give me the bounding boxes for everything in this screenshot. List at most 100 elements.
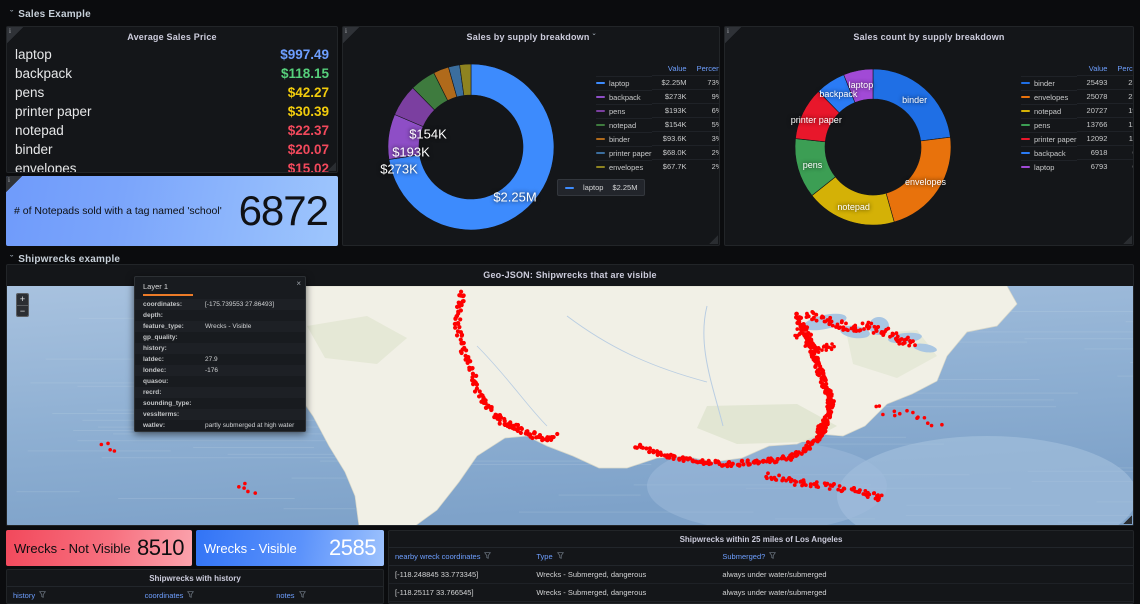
resize-handle[interactable] [327,162,336,171]
wreck-marker[interactable] [915,416,919,420]
wreck-marker[interactable] [519,426,523,430]
wreck-marker[interactable] [876,325,880,329]
column-header[interactable]: history [7,587,139,604]
info-icon[interactable]: i [343,27,359,43]
wreck-marker[interactable] [851,488,855,492]
wreck-marker[interactable] [861,492,865,496]
bar-gauge-row[interactable]: envelopes $15.02 [7,159,337,173]
wreck-marker[interactable] [814,313,818,317]
wreck-marker[interactable] [793,483,797,487]
wreck-marker[interactable] [810,353,814,357]
wreck-marker[interactable] [854,328,858,332]
wreck-marker[interactable] [100,443,104,447]
legend-header-name[interactable] [596,64,652,76]
legend-item[interactable]: notepad [1021,104,1077,118]
wreck-marker[interactable] [905,409,909,413]
legend-header-percent[interactable]: Percent [1107,64,1134,76]
wreck-marker[interactable] [727,460,731,464]
wreck-marker[interactable] [872,491,876,495]
wreck-marker[interactable] [867,321,871,325]
wreck-marker[interactable] [532,431,536,435]
wreck-marker[interactable] [538,435,542,439]
wreck-marker[interactable] [641,446,645,450]
wreck-marker[interactable] [881,413,885,417]
bar-gauge-row[interactable]: printer paper $30.39 [7,102,337,121]
wreck-marker[interactable] [828,487,832,491]
wreck-marker[interactable] [809,343,813,347]
wreck-marker[interactable] [820,316,824,320]
wreck-marker[interactable] [817,350,821,354]
wreck-marker[interactable] [464,348,468,352]
wreck-marker[interactable] [725,464,729,468]
wreck-marker[interactable] [816,485,820,489]
info-icon[interactable]: i [725,27,741,43]
resize-handle[interactable] [1123,235,1132,244]
legend-item[interactable]: envelopes [1021,90,1077,104]
wreck-marker[interactable] [461,299,465,303]
wreck-marker[interactable] [806,341,810,345]
wreck-marker[interactable] [489,408,493,412]
wreck-marker[interactable] [838,484,842,488]
wreck-marker[interactable] [872,331,876,335]
wreck-marker[interactable] [498,422,502,426]
wreck-marker[interactable] [740,459,744,463]
wreck-marker[interactable] [774,478,778,482]
wreck-marker[interactable] [894,331,898,335]
legend-row[interactable]: notepad2072719% [1021,104,1134,118]
wreck-marker[interactable] [829,394,833,398]
wreck-marker[interactable] [746,458,750,462]
wreck-marker[interactable] [550,435,554,439]
wreck-marker[interactable] [815,480,819,484]
wreck-marker[interactable] [503,419,507,423]
table-row[interactable]: [-118.248845 33.773345] Wrecks - Submerge… [389,566,1133,584]
wreck-marker[interactable] [886,327,890,331]
wreck-marker[interactable] [459,341,463,345]
info-icon[interactable]: i [7,27,23,43]
wreck-marker[interactable] [246,490,250,494]
wreck-marker[interactable] [856,490,860,494]
wreck-marker[interactable] [926,421,930,425]
wreck-marker[interactable] [764,475,768,479]
legend-item[interactable]: pens [1021,118,1077,132]
wreck-marker[interactable] [473,389,477,393]
wreck-marker[interactable] [907,344,911,348]
wreck-marker[interactable] [891,333,895,337]
wreck-marker[interactable] [881,333,885,337]
wreck-marker[interactable] [809,482,813,486]
wreck-marker[interactable] [680,456,684,460]
wreck-marker[interactable] [817,346,821,350]
wreck-marker[interactable] [800,484,804,488]
legend-item[interactable]: backpack [596,90,652,104]
legend-item[interactable]: binder [596,132,652,146]
map-zoom-controls[interactable]: + − [16,293,29,317]
legend-item[interactable]: laptop [1021,160,1077,174]
wreck-marker[interactable] [741,462,745,466]
wreck-marker[interactable] [781,454,785,458]
wreck-marker[interactable] [859,328,863,332]
legend-header-value[interactable]: Value [1077,64,1108,76]
legend-header-value[interactable]: Value [652,64,687,76]
filter-icon[interactable] [769,552,776,561]
legend-item[interactable]: backpack [1021,146,1077,160]
wreck-marker[interactable] [686,457,690,461]
legend-row[interactable]: printer paper$68.0K2% [596,146,720,160]
bar-gauge-row[interactable]: binder $20.07 [7,140,337,159]
wreck-marker[interactable] [862,327,866,331]
wreck-marker[interactable] [797,333,801,337]
wreck-marker[interactable] [790,455,794,459]
info-icon[interactable]: i [6,176,22,192]
wreck-marker[interactable] [720,464,724,468]
wreck-marker[interactable] [803,328,807,332]
wreck-marker[interactable] [878,404,882,408]
legend-row[interactable]: backpack69186% [1021,146,1134,160]
legend-row[interactable]: backpack$273K9% [596,90,720,104]
wreck-marker[interactable] [458,317,462,321]
wreck-marker[interactable] [807,315,811,319]
wreck-marker[interactable] [731,462,735,466]
wreck-marker[interactable] [466,361,470,365]
wreck-marker[interactable] [455,333,459,337]
wreck-marker[interactable] [874,405,878,409]
wreck-marker[interactable] [106,442,110,446]
wreck-marker[interactable] [813,365,817,369]
legend-row[interactable]: envelopes$67.7K2% [596,160,720,174]
